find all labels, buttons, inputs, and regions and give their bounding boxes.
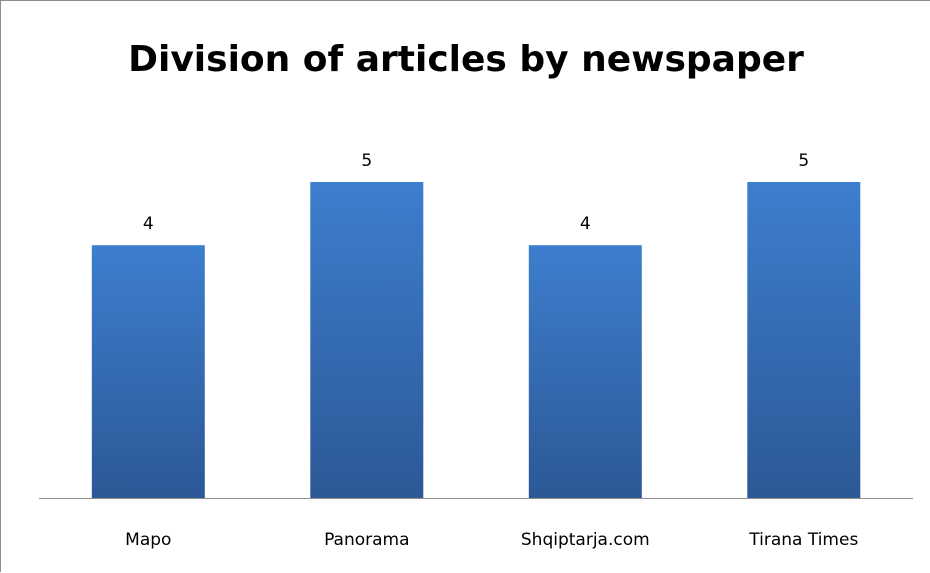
bar-2 xyxy=(528,245,642,498)
chart-title: Division of articles by newspaper xyxy=(128,39,804,80)
data-label-2: 4 xyxy=(580,214,591,234)
data-label-1: 5 xyxy=(361,151,372,171)
data-label-3: 5 xyxy=(798,151,809,171)
bar-0 xyxy=(91,245,205,498)
x-tick-label-0: Mapo xyxy=(125,530,171,550)
labels-group: 4 Mapo 5 Panorama 4 Shqiptarja.com 5 Tirana Tim… xyxy=(125,151,858,550)
x-tick-label-3: Tirana Times xyxy=(748,530,858,550)
x-tick-label-2: Shqiptarja.com xyxy=(521,530,650,550)
x-tick-label-1: Panorama xyxy=(324,530,409,550)
bar-3 xyxy=(747,182,861,498)
bar-1 xyxy=(310,182,424,498)
data-label-0: 4 xyxy=(143,214,154,234)
bars-group xyxy=(91,182,861,498)
